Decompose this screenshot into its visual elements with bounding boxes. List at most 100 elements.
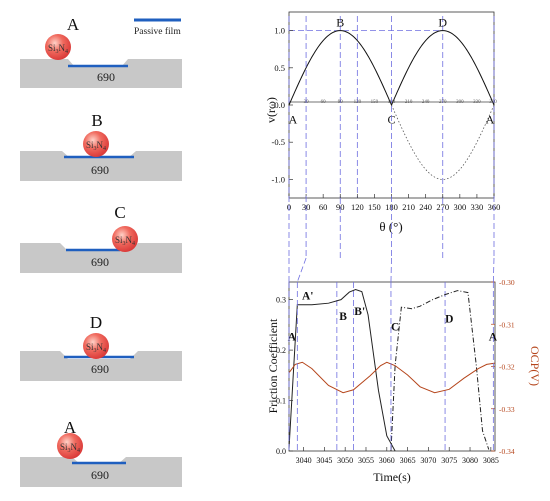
substrate-label: 690 [97, 70, 115, 84]
stage-label: D [90, 313, 102, 332]
x-tick-label: 3070 [420, 456, 436, 465]
inner-tick-label: 150 [371, 100, 379, 105]
point-label: A [289, 112, 298, 126]
y-tick-label-right: -0.32 [499, 363, 515, 372]
annotations: AA'B B'CDA [288, 291, 498, 344]
y-tick-label: -1.0 [272, 174, 285, 184]
y-tick-label-left: 0.3 [276, 296, 286, 305]
y-tick-label-left: 0.1 [276, 397, 286, 406]
point-label: D [438, 16, 447, 30]
x-axis-label: Time(s) [373, 470, 411, 484]
substrate-label: 690 [91, 362, 109, 376]
friction-curve [288, 289, 396, 452]
ball-label: Si3N4 [86, 140, 106, 152]
point-label: A [288, 331, 297, 343]
connector-line [492, 257, 495, 283]
substrate [20, 59, 182, 88]
inner-tick-label: 360 [489, 100, 497, 105]
inner-tick-label: 240 [422, 100, 430, 105]
substrate [20, 457, 182, 487]
inner-tick-label: 270 [439, 100, 447, 105]
ball-label: Si3N4 [48, 43, 68, 55]
y-tick-label: 0.0 [274, 100, 285, 110]
x-tick-label: 3075 [441, 456, 457, 465]
velocity-chart: 0306090120150180210240270300330360306090… [264, 11, 500, 234]
ball-label: Si3N4 [115, 235, 135, 247]
x-tick-label: 330 [471, 202, 484, 212]
y-tick-label-right: -0.31 [499, 320, 515, 329]
si3n4-ball [45, 34, 71, 60]
si3n4-ball [57, 433, 83, 459]
substrate-label: 690 [91, 255, 109, 269]
inner-tick-label: 120 [354, 100, 362, 105]
stage-3: C Si3N4 690 [20, 203, 182, 273]
connector-lines [288, 16, 495, 451]
x-tick-label: 210 [402, 202, 415, 212]
y-tick-label: -0.5 [272, 137, 285, 147]
y-tick-label-left: 0.2 [276, 346, 286, 355]
x-tick-label: 240 [419, 202, 432, 212]
x-tick-label: 3065 [400, 456, 416, 465]
x-tick-label: 3085 [483, 456, 499, 465]
ball-label: Si3N4 [60, 442, 80, 454]
substrate [20, 151, 182, 181]
stages-panel: Passive film A Si3N4 690 B Si3N4 690 C S… [20, 15, 182, 487]
point-label: A' [302, 291, 314, 303]
y-tick-label-right: -0.34 [499, 447, 515, 456]
x-tick-label: 3040 [296, 456, 312, 465]
x-tick-label: 3045 [316, 456, 332, 465]
y-tick-label-left: 0.0 [276, 447, 286, 456]
stage-label: B [91, 111, 102, 130]
y-axis-label-left: Friction Coefficient [266, 318, 280, 413]
inner-tick-label: 330 [473, 100, 481, 105]
x-tick-label: 3080 [462, 456, 478, 465]
stage-4: D Si3N4 690 [20, 313, 182, 381]
si3n4-ball [112, 226, 138, 252]
ocp-curve [288, 361, 496, 394]
x-tick-label: 3050 [337, 456, 353, 465]
stage-label: C [114, 203, 125, 222]
stage-2: B Si3N4 690 [20, 111, 182, 181]
point-label: B' [354, 306, 365, 318]
y-tick-label: 1.0 [274, 26, 285, 36]
inner-tick-label: 210 [405, 100, 413, 105]
point-label: A [486, 112, 495, 126]
point-label: D [445, 313, 453, 325]
stage-5: A Si3N4 690 [20, 418, 182, 487]
si3n4-ball [83, 131, 109, 157]
substrate [20, 351, 182, 381]
x-tick-label: 150 [368, 202, 381, 212]
series-group [288, 289, 496, 452]
point-label: B [339, 311, 347, 323]
y-tick-label: 0.5 [274, 63, 285, 73]
friction-curve-reverse [390, 290, 490, 452]
x-tick-label: 300 [453, 202, 466, 212]
connector-line [390, 257, 392, 283]
point-label: B [336, 16, 344, 30]
x-tick-label: 120 [351, 202, 364, 212]
legend-film-label: Passive film [134, 26, 181, 37]
tick-labels: 3040 3045 3050 3055 3060 3065 3070 3075 3080 3085… [276, 278, 515, 465]
substrate-label: 690 [91, 468, 109, 482]
connector-line [296, 257, 307, 283]
friction-ocp-chart: 3040 3045 3050 3055 3060 3065 3070 3075 3080 3085… [266, 278, 542, 484]
stage-label: A [64, 418, 77, 437]
substrate [20, 243, 182, 273]
x-axis-label: θ (°) [379, 219, 402, 234]
inner-tick-label: 60 [321, 100, 327, 105]
x-tick-label: 3055 [358, 456, 374, 465]
y-tick-label-right: -0.33 [499, 405, 515, 414]
x-tick-label: 60 [319, 202, 328, 212]
y-axis-label-right: OCP(V) [528, 346, 542, 386]
inner-tick-label: 90 [338, 100, 344, 105]
y-tick-label-right: -0.30 [499, 278, 515, 287]
plot-frame [288, 281, 496, 452]
guide-lines [289, 16, 444, 198]
substrate-label: 690 [91, 163, 109, 177]
y-axis-label: v(rω) [264, 97, 278, 123]
guide-lines [336, 282, 446, 451]
stage-label: A [67, 15, 80, 34]
ball-label: Si3N4 [86, 342, 106, 354]
